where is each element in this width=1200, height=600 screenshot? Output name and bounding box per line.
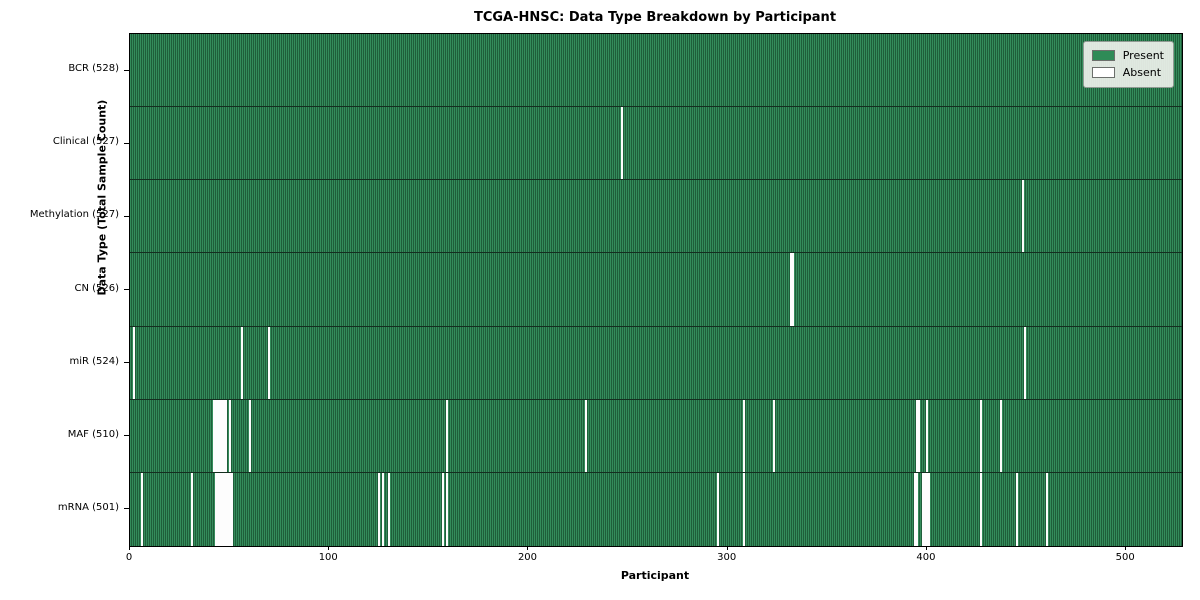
absent-stripe bbox=[1021, 180, 1024, 253]
x-tick-label: 400 bbox=[916, 552, 936, 563]
absent-stripe bbox=[212, 399, 215, 472]
plot-area: Present Absent bbox=[129, 33, 1183, 547]
heatmap-row-clinical bbox=[130, 107, 1182, 181]
absent-stripe bbox=[927, 472, 930, 546]
absent-stripe bbox=[1045, 472, 1048, 546]
legend: Present Absent bbox=[1082, 41, 1174, 88]
absent-stripe bbox=[240, 326, 243, 399]
absent-stripe bbox=[716, 472, 719, 546]
absent-stripe bbox=[921, 472, 924, 546]
legend-label-absent: Absent bbox=[1122, 66, 1162, 79]
absent-stripe bbox=[445, 399, 448, 472]
x-tick-mark bbox=[726, 546, 728, 550]
x-tick-mark bbox=[328, 546, 330, 550]
y-tick-label: CN (526) bbox=[74, 282, 119, 294]
heatmap-row-bcr bbox=[130, 34, 1182, 108]
absent-stripe bbox=[228, 399, 231, 472]
x-tick-label: 500 bbox=[1115, 552, 1135, 563]
absent-stripe bbox=[1023, 326, 1026, 399]
legend-item-present: Present bbox=[1091, 47, 1164, 64]
y-tick-label: miR (524) bbox=[69, 355, 119, 367]
absent-stripe bbox=[378, 472, 381, 546]
legend-label-present: Present bbox=[1122, 49, 1164, 62]
absent-stripe bbox=[742, 472, 745, 546]
absent-stripe bbox=[248, 399, 251, 472]
y-tick-label: mRNA (501) bbox=[57, 501, 119, 513]
y-axis-label: Data Type (Total Sample Count) bbox=[95, 99, 109, 296]
absent-stripe bbox=[792, 253, 795, 326]
x-tick-label: 0 bbox=[125, 552, 133, 563]
absent-stripe bbox=[220, 472, 223, 546]
x-tick-label: 100 bbox=[318, 552, 338, 563]
y-tick-label: BCR (528) bbox=[68, 63, 119, 75]
absent-stripe bbox=[979, 399, 982, 472]
legend-item-absent: Absent bbox=[1091, 64, 1164, 81]
x-tick-mark bbox=[1125, 546, 1127, 550]
absent-stripe bbox=[999, 399, 1002, 472]
absent-stripe bbox=[218, 399, 221, 472]
absent-swatch-icon bbox=[1091, 67, 1115, 78]
x-tick-mark bbox=[925, 546, 927, 550]
absent-stripe bbox=[220, 399, 223, 472]
absent-stripe bbox=[224, 472, 227, 546]
absent-stripe bbox=[790, 253, 793, 326]
absent-stripe bbox=[916, 399, 918, 472]
heatmap-row-cn bbox=[130, 253, 1182, 327]
absent-stripe bbox=[441, 472, 444, 546]
heatmap-row-maf bbox=[130, 399, 1182, 473]
x-tick-label: 200 bbox=[517, 552, 538, 563]
heatmap-row-methylation bbox=[130, 180, 1182, 254]
absent-stripe bbox=[916, 472, 918, 546]
absent-stripe bbox=[216, 472, 219, 546]
absent-stripe bbox=[923, 472, 926, 546]
absent-stripe bbox=[226, 472, 229, 546]
chart-title: TCGA-HNSC: Data Type Breakdown by Partic… bbox=[473, 10, 837, 25]
absent-stripe bbox=[388, 472, 390, 546]
absent-stripe bbox=[230, 472, 233, 546]
absent-stripe bbox=[216, 399, 219, 472]
absent-stripe bbox=[222, 399, 225, 472]
x-axis-label: Participant bbox=[620, 569, 690, 582]
y-tick-label: Clinical (527) bbox=[52, 136, 119, 148]
absent-stripe bbox=[228, 472, 231, 546]
y-tick-mark bbox=[124, 289, 129, 290]
y-tick-mark bbox=[124, 362, 129, 364]
y-tick-label: MAF (510) bbox=[67, 428, 119, 440]
absent-stripe bbox=[925, 399, 928, 472]
absent-stripe bbox=[585, 399, 588, 472]
absent-stripe bbox=[621, 107, 624, 180]
heatmap-row-mir bbox=[130, 326, 1182, 400]
x-tick-label: 300 bbox=[717, 552, 737, 563]
absent-stripe bbox=[979, 472, 982, 546]
y-tick-label: Methylation (527) bbox=[29, 209, 119, 221]
absent-stripe bbox=[1015, 472, 1018, 546]
absent-stripe bbox=[925, 472, 928, 546]
absent-stripe bbox=[914, 472, 916, 546]
absent-stripe bbox=[382, 472, 385, 546]
x-tick-mark bbox=[527, 546, 529, 550]
absent-stripe bbox=[268, 326, 271, 399]
absent-stripe bbox=[772, 399, 775, 472]
y-tick-mark bbox=[124, 215, 129, 217]
absent-stripe bbox=[140, 472, 143, 546]
absent-stripe bbox=[222, 472, 225, 546]
heatmap-row-mrna bbox=[130, 472, 1182, 546]
absent-stripe bbox=[742, 399, 745, 472]
absent-stripe bbox=[132, 326, 135, 399]
absent-stripe bbox=[214, 399, 217, 472]
absent-stripe bbox=[224, 399, 227, 472]
x-tick-mark bbox=[129, 546, 130, 550]
y-tick-mark bbox=[124, 142, 129, 144]
absent-stripe bbox=[190, 472, 193, 546]
present-swatch-icon bbox=[1091, 50, 1115, 61]
absent-stripe bbox=[214, 472, 217, 546]
y-tick-mark bbox=[124, 508, 129, 510]
y-tick-mark bbox=[124, 435, 129, 437]
absent-stripe bbox=[445, 472, 448, 546]
absent-stripe bbox=[918, 399, 920, 472]
y-tick-mark bbox=[124, 69, 129, 71]
absent-stripe bbox=[218, 472, 221, 546]
